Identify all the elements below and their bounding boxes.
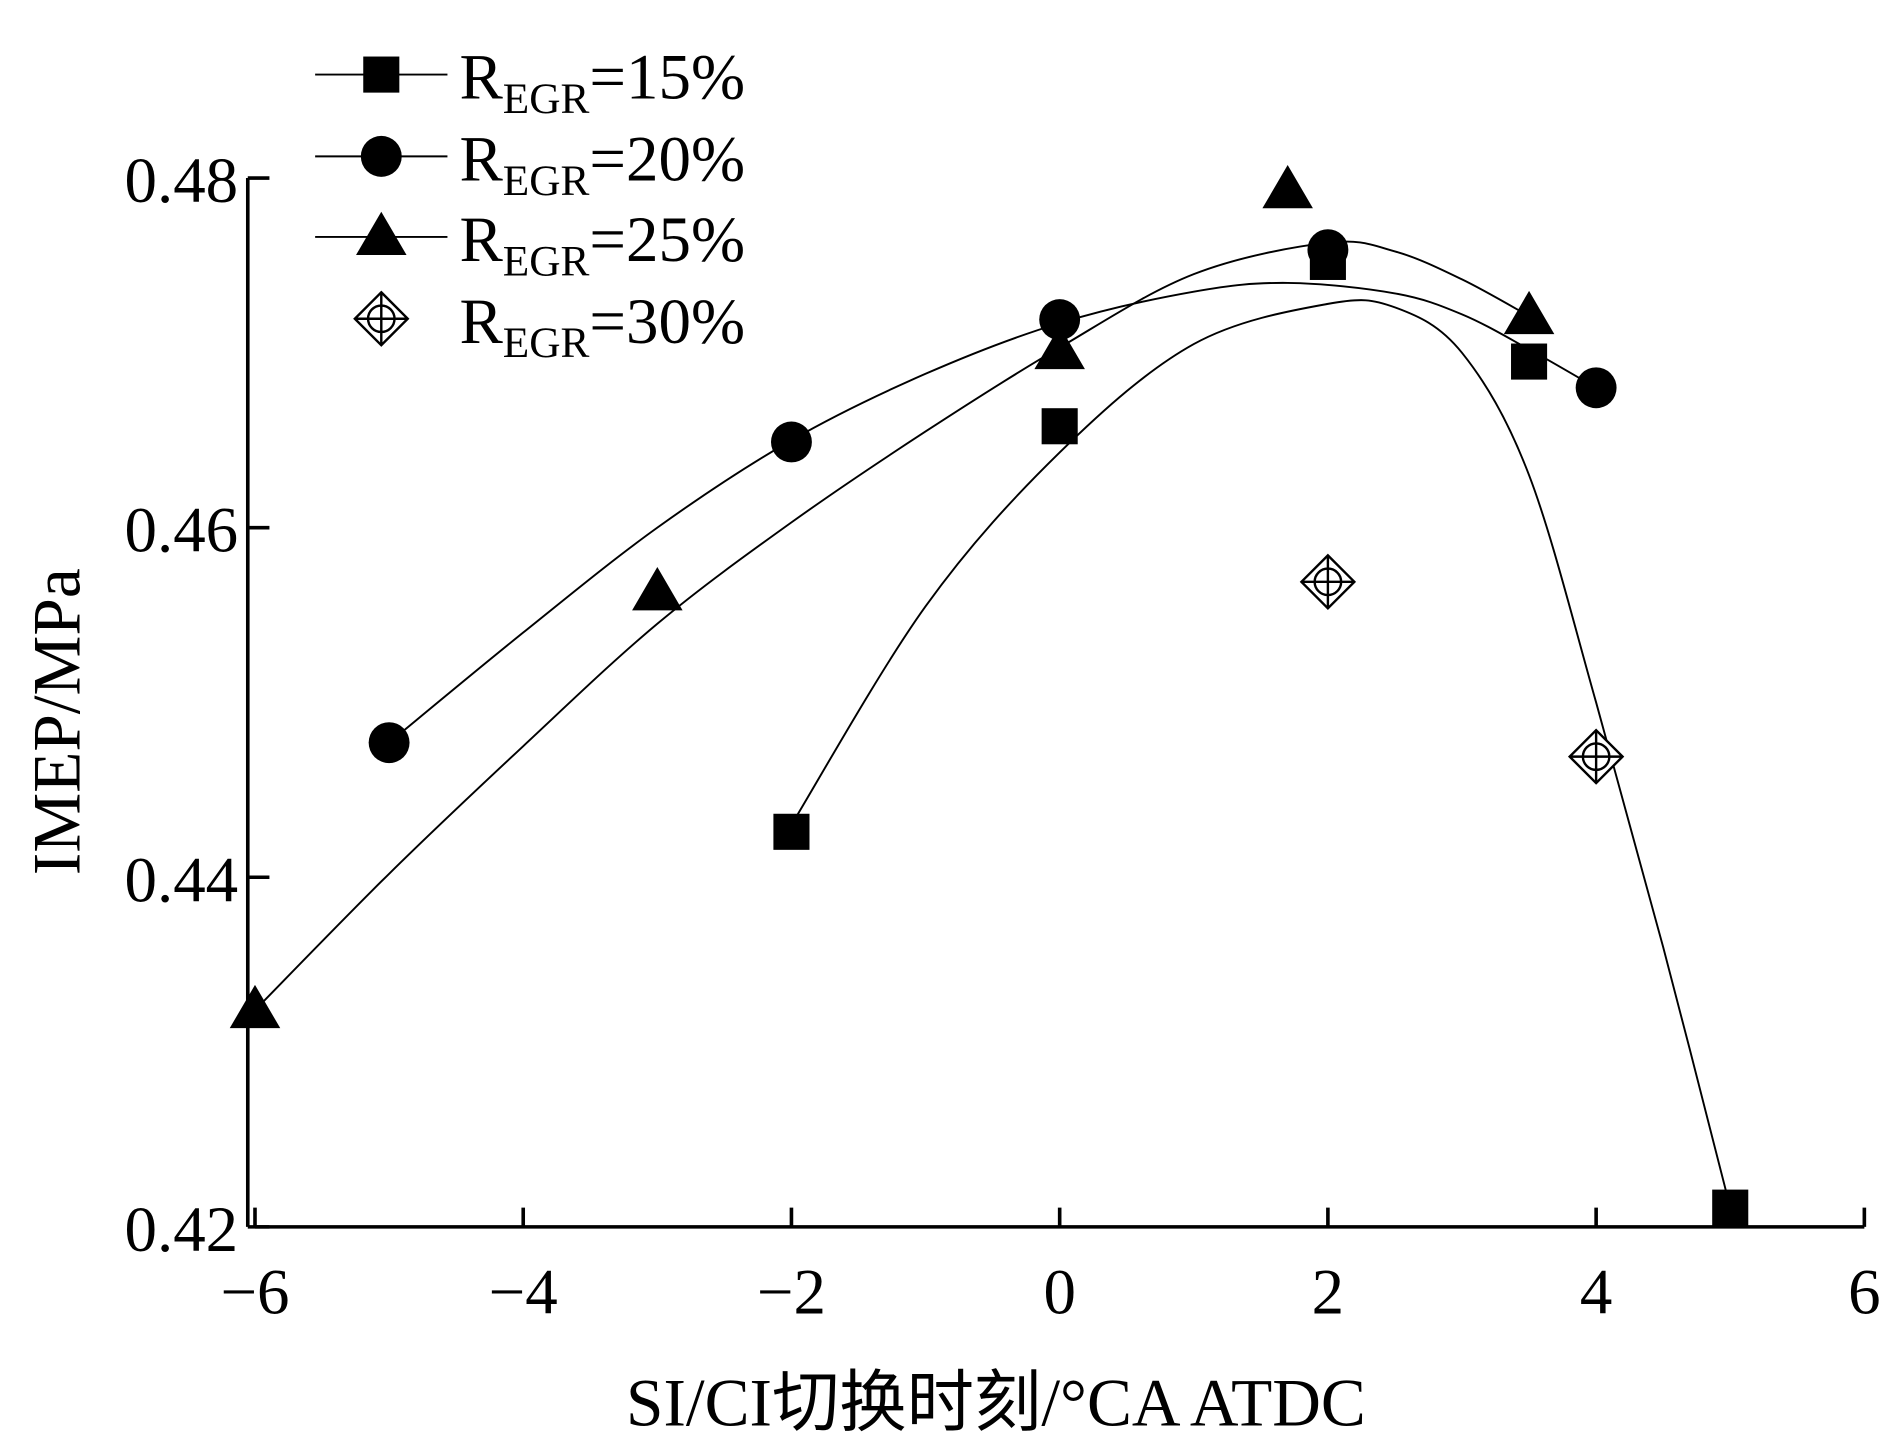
y-tick-label: 0.42 bbox=[125, 1194, 239, 1266]
legend-item: REGR=25% bbox=[315, 204, 745, 285]
x-tick-label: 0 bbox=[1043, 1256, 1075, 1328]
legend-marker bbox=[356, 211, 407, 255]
data-point-square bbox=[1041, 408, 1078, 445]
legend: REGR=15%REGR=20%REGR=25%REGR=30% bbox=[315, 42, 745, 367]
data-point-triangle bbox=[229, 984, 281, 1029]
data-point-circle bbox=[1575, 367, 1617, 409]
fit-curve-square bbox=[790, 299, 1732, 1208]
legend-label: REGR=20% bbox=[459, 123, 745, 204]
x-tick-label: −4 bbox=[489, 1256, 558, 1328]
circle-marker bbox=[1575, 367, 1617, 409]
triangle-marker bbox=[1034, 325, 1085, 370]
x-tick-label: 2 bbox=[1312, 1256, 1344, 1328]
y-tick-label: 0.44 bbox=[125, 844, 239, 916]
x-tick-label: 6 bbox=[1848, 1256, 1880, 1328]
legend-item: REGR=15% bbox=[315, 42, 745, 123]
circle-marker bbox=[1039, 299, 1081, 341]
circle-marker bbox=[1307, 229, 1349, 271]
legend-marker bbox=[353, 290, 410, 347]
data-point-circle bbox=[368, 722, 410, 764]
legend-item: REGR=30% bbox=[353, 286, 745, 367]
x-tick-label: −2 bbox=[757, 1256, 826, 1328]
y-tick-label: 0.48 bbox=[125, 145, 239, 217]
legend-marker bbox=[360, 135, 402, 177]
fit-curve-triangle bbox=[254, 240, 1530, 1011]
data-point-triangle bbox=[1262, 164, 1313, 209]
square-marker bbox=[773, 813, 810, 850]
circle-marker bbox=[360, 135, 402, 177]
circle-marker bbox=[770, 421, 812, 463]
square-marker bbox=[1712, 1189, 1749, 1226]
legend-label: REGR=25% bbox=[459, 204, 745, 285]
data-point-diamond-cross bbox=[1299, 553, 1357, 610]
x-tick-label: −6 bbox=[220, 1256, 289, 1328]
triangle-marker bbox=[229, 984, 281, 1029]
data-point-square bbox=[1511, 343, 1548, 380]
data-point-diamond-cross bbox=[1567, 728, 1625, 785]
square-marker bbox=[1511, 343, 1548, 380]
data-point-square bbox=[1712, 1189, 1749, 1226]
square-marker bbox=[1041, 408, 1078, 445]
triangle-marker bbox=[1262, 164, 1313, 209]
x-tick-label: 4 bbox=[1580, 1256, 1612, 1328]
triangle-marker bbox=[1503, 290, 1555, 335]
data-point-triangle bbox=[632, 567, 683, 611]
fit-curves bbox=[254, 240, 1732, 1208]
legend-item: REGR=20% bbox=[315, 123, 745, 205]
y-axis-label: IMEP/MPa bbox=[19, 568, 94, 875]
data-markers bbox=[229, 164, 1749, 1226]
data-point-triangle bbox=[1503, 290, 1555, 335]
legend-label: REGR=15% bbox=[459, 42, 745, 123]
data-point-circle bbox=[770, 421, 812, 463]
square-marker bbox=[363, 56, 400, 93]
data-point-square bbox=[773, 813, 810, 850]
data-point-circle bbox=[1039, 299, 1081, 341]
data-point-triangle bbox=[1034, 325, 1085, 370]
data-point-circle bbox=[1307, 229, 1349, 271]
triangle-marker bbox=[632, 567, 683, 611]
legend-label: REGR=30% bbox=[459, 286, 745, 367]
y-tick-label: 0.46 bbox=[125, 495, 239, 567]
axes: −6 −4 −2 0 2 4 6 0.42 0.44 0.46 0.48 bbox=[125, 145, 1881, 1328]
circle-marker bbox=[368, 722, 410, 764]
triangle-marker bbox=[356, 211, 407, 255]
legend-marker bbox=[363, 56, 400, 93]
x-axis-label: SI/CI切换时刻/°CA ATDC bbox=[626, 1365, 1366, 1440]
